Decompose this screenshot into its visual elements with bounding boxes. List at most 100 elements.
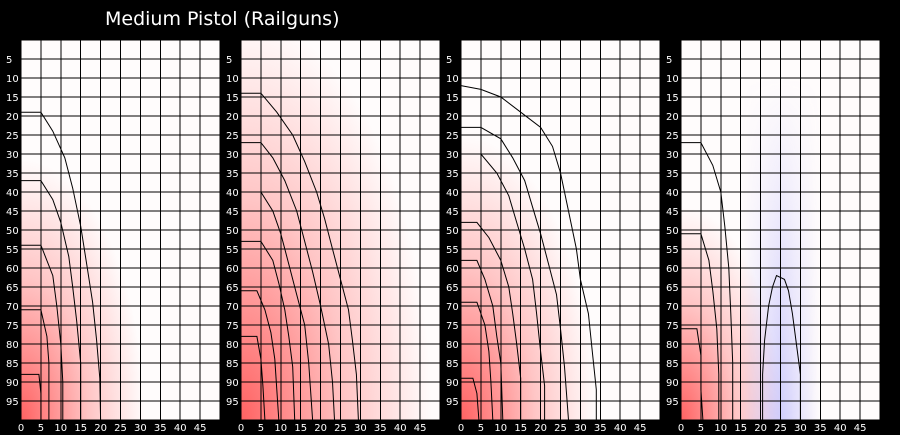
x-tick-label: 45 xyxy=(414,423,427,434)
y-tick-label: 15 xyxy=(666,93,679,104)
y-tick-label: 20 xyxy=(666,112,679,123)
y-tick-label: 10 xyxy=(6,74,19,85)
y-tick-label: 20 xyxy=(446,112,459,123)
contour-line xyxy=(241,142,335,421)
contour-line xyxy=(461,153,546,420)
contour-line xyxy=(21,244,64,420)
contour-line xyxy=(461,221,522,420)
x-tick-label: 10 xyxy=(714,423,727,434)
y-tick-label: 50 xyxy=(446,226,459,237)
y-tick-label: 60 xyxy=(446,264,459,275)
y-tick-label: 30 xyxy=(226,150,239,161)
contour-line xyxy=(241,92,359,421)
y-tick-label: 15 xyxy=(6,93,19,104)
y-tick-label: 20 xyxy=(6,112,19,123)
x-tick-label: 40 xyxy=(174,423,187,434)
x-tick-label: 15 xyxy=(74,423,87,434)
x-tick-label: 5 xyxy=(698,423,704,434)
y-tick-label: 95 xyxy=(666,397,679,408)
y-tick-label: 85 xyxy=(6,359,19,370)
y-tick-label: 95 xyxy=(6,397,19,408)
y-tick-label: 50 xyxy=(226,226,239,237)
x-tick-label: 10 xyxy=(274,423,287,434)
y-tick-label: 30 xyxy=(666,150,679,161)
y-tick-label: 35 xyxy=(226,169,239,180)
y-tick-label: 75 xyxy=(226,321,239,332)
x-tick-label: 35 xyxy=(814,423,827,434)
y-tick-label: 90 xyxy=(226,378,239,389)
y-tick-label: 85 xyxy=(666,359,679,370)
y-tick-label: 55 xyxy=(446,245,459,256)
contour-line xyxy=(21,111,102,421)
y-tick-label: 5 xyxy=(6,55,12,66)
y-tick-label: 95 xyxy=(446,397,459,408)
x-tick-label: 30 xyxy=(134,423,147,434)
x-tick-label: 30 xyxy=(794,423,807,434)
contour-line xyxy=(461,377,480,421)
y-tick-label: 65 xyxy=(6,283,19,294)
x-tick-label: 45 xyxy=(634,423,647,434)
y-tick-label: 45 xyxy=(6,207,19,218)
y-tick-label: 90 xyxy=(446,378,459,389)
y-tick-label: 50 xyxy=(6,226,19,237)
x-tick-label: 0 xyxy=(18,423,24,434)
y-tick-label: 65 xyxy=(666,283,679,294)
y-tick-label: 35 xyxy=(446,169,459,180)
y-tick-label: 85 xyxy=(226,359,239,370)
x-tick-label: 45 xyxy=(854,423,867,434)
y-tick-label: 45 xyxy=(446,207,459,218)
y-tick-label: 5 xyxy=(446,55,452,66)
y-tick-label: 65 xyxy=(226,283,239,294)
x-tick-label: 45 xyxy=(194,423,207,434)
x-tick-label: 20 xyxy=(94,423,107,434)
y-tick-label: 40 xyxy=(6,188,19,199)
x-tick-label: 25 xyxy=(334,423,347,434)
y-tick-label: 55 xyxy=(666,245,679,256)
y-tick-label: 10 xyxy=(666,74,679,85)
contour-line xyxy=(241,191,314,421)
y-tick-label: 95 xyxy=(226,397,239,408)
y-tick-label: 90 xyxy=(666,378,679,389)
contour-line xyxy=(762,274,801,420)
x-tick-label: 0 xyxy=(238,423,244,434)
y-tick-label: 70 xyxy=(446,302,459,313)
y-tick-label: 25 xyxy=(446,131,459,142)
x-tick-label: 5 xyxy=(258,423,264,434)
y-tick-label: 75 xyxy=(666,321,679,332)
x-tick-label: 5 xyxy=(478,423,484,434)
y-tick-label: 40 xyxy=(666,188,679,199)
y-tick-label: 45 xyxy=(666,207,679,218)
y-tick-label: 25 xyxy=(226,131,239,142)
x-tick-label: 40 xyxy=(614,423,627,434)
y-tick-label: 80 xyxy=(6,340,19,351)
y-tick-label: 35 xyxy=(6,169,19,180)
contour-line xyxy=(681,142,734,420)
y-tick-label: 80 xyxy=(226,340,239,351)
y-tick-label: 75 xyxy=(6,321,19,332)
contour-line xyxy=(681,328,704,421)
x-tick-label: 0 xyxy=(458,423,464,434)
y-tick-label: 40 xyxy=(226,188,239,199)
y-tick-label: 30 xyxy=(6,150,19,161)
contour-line xyxy=(460,85,597,420)
y-tick-label: 80 xyxy=(446,340,459,351)
contour-line xyxy=(461,259,504,421)
contour-line xyxy=(21,180,82,420)
y-tick-label: 15 xyxy=(226,93,239,104)
y-tick-label: 70 xyxy=(226,302,239,313)
contour-line xyxy=(241,240,296,421)
y-tick-label: 75 xyxy=(446,321,459,332)
y-tick-label: 35 xyxy=(666,169,679,180)
x-tick-label: 35 xyxy=(594,423,607,434)
x-tick-label: 25 xyxy=(554,423,567,434)
y-tick-label: 25 xyxy=(6,131,19,142)
contour-line xyxy=(21,309,50,420)
y-tick-label: 40 xyxy=(446,188,459,199)
x-tick-label: 10 xyxy=(494,423,507,434)
